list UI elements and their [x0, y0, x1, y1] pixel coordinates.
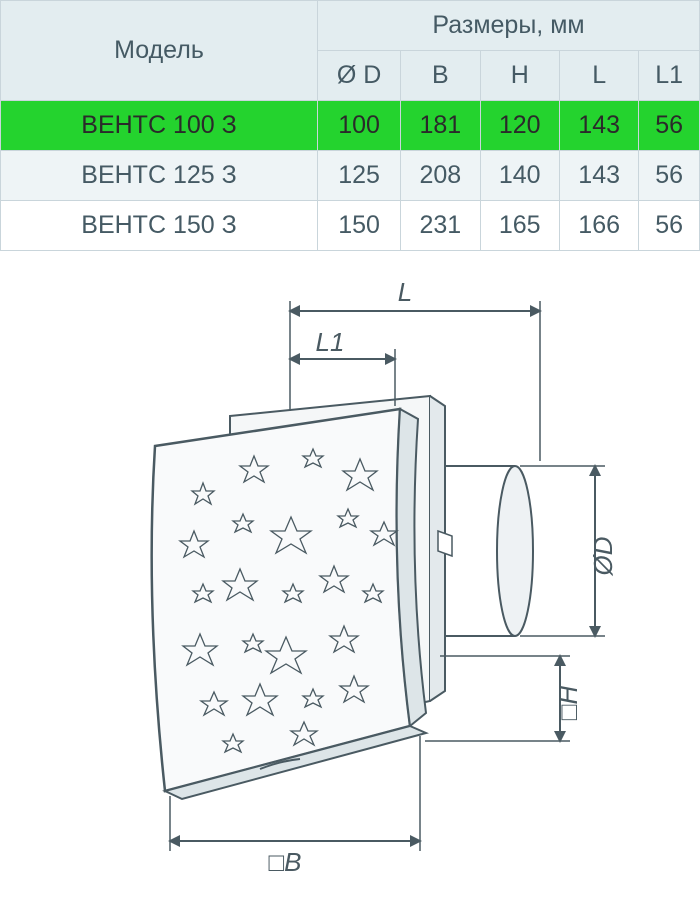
table-row: ВЕНТС 100 З 100 181 120 143 56 — [1, 101, 700, 151]
value-cell: 150 — [318, 201, 401, 251]
dimensions-table: Модель Размеры, мм Ø D B H L L1 ВЕНТС 10… — [0, 0, 700, 251]
value-cell: 166 — [559, 201, 638, 251]
table-row: ВЕНТС 150 З 150 231 165 166 56 — [1, 201, 700, 251]
col-h: H — [480, 51, 559, 101]
table-row: ВЕНТС 125 З 125 208 140 143 56 — [1, 151, 700, 201]
front-panel — [152, 409, 426, 799]
col-l1: L1 — [639, 51, 700, 101]
label-l1: L1 — [316, 327, 345, 357]
dim-l1: L1 — [290, 327, 395, 406]
value-cell: 56 — [639, 201, 700, 251]
col-b: B — [401, 51, 480, 101]
value-cell: 100 — [318, 101, 401, 151]
dim-d: ØD — [520, 466, 618, 636]
value-cell: 143 — [559, 101, 638, 151]
technical-diagram: L L1 ØD □H □B — [0, 251, 700, 891]
value-cell: 143 — [559, 151, 638, 201]
value-cell: 208 — [401, 151, 480, 201]
value-cell: 125 — [318, 151, 401, 201]
label-l: L — [398, 277, 412, 307]
label-d: ØD — [588, 537, 618, 577]
value-cell: 140 — [480, 151, 559, 201]
value-cell: 120 — [480, 101, 559, 151]
value-cell: 231 — [401, 201, 480, 251]
header-model: Модель — [1, 1, 318, 101]
value-cell: 56 — [639, 101, 700, 151]
value-cell: 181 — [401, 101, 480, 151]
label-b: □B — [268, 847, 301, 877]
model-cell: ВЕНТС 100 З — [1, 101, 318, 151]
value-cell: 56 — [639, 151, 700, 201]
label-h: □H — [553, 686, 583, 721]
model-cell: ВЕНТС 150 З — [1, 201, 318, 251]
dim-h: □H — [425, 656, 583, 741]
header-dimensions: Размеры, мм — [318, 1, 700, 51]
col-l: L — [559, 51, 638, 101]
value-cell: 165 — [480, 201, 559, 251]
model-cell: ВЕНТС 125 З — [1, 151, 318, 201]
col-d: Ø D — [318, 51, 401, 101]
